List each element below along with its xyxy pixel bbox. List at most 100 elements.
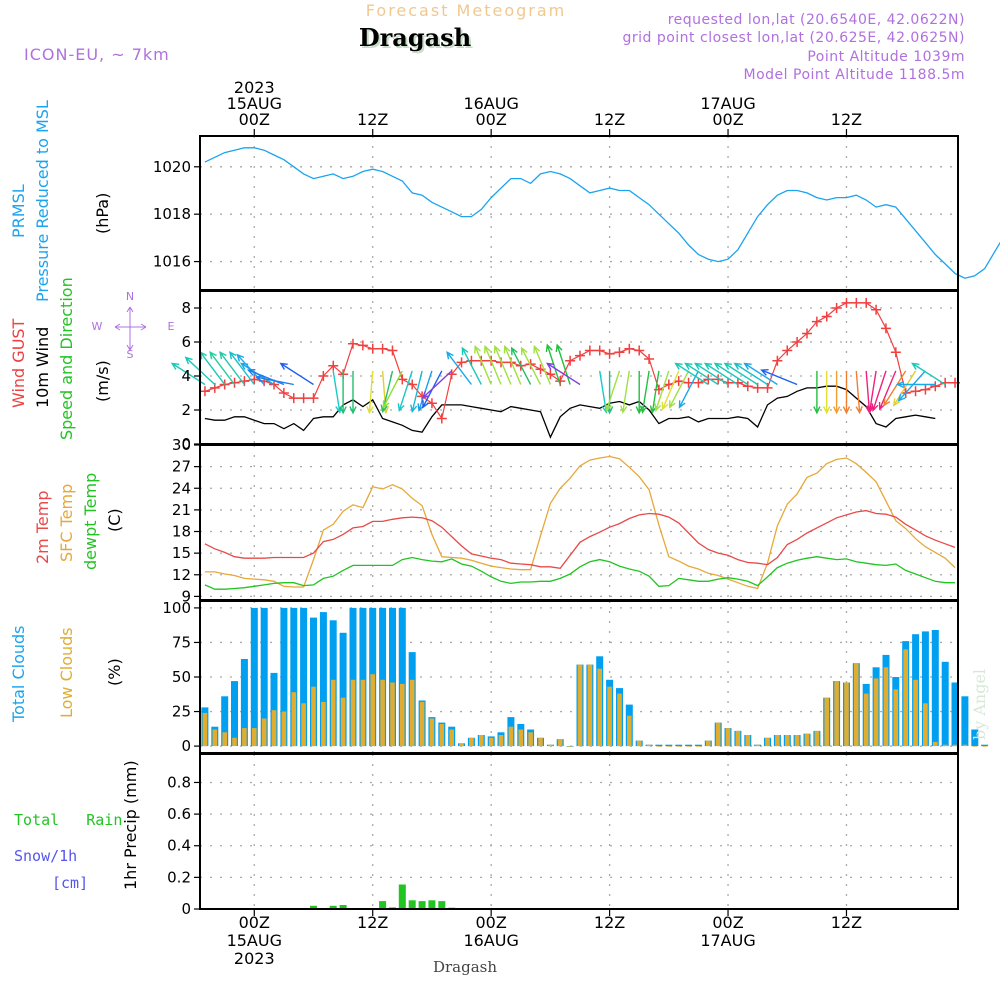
bottom-xtick-label: 17AUG [700, 931, 755, 950]
low-cloud-bar [686, 746, 691, 747]
pressure-ytick-label: 1018 [153, 205, 191, 223]
temperature-ytick-label: 15 [172, 544, 191, 562]
wind-direction-arrow [484, 344, 502, 385]
wind-direction-arrow [604, 370, 621, 412]
wind-direction-arrow [520, 346, 542, 385]
low-cloud-bar [627, 715, 632, 747]
low-cloud-bar [488, 737, 494, 747]
clouds-ytick-label: 100 [162, 599, 191, 617]
wind-gust-marker [792, 337, 803, 347]
low-cloud-bar [311, 686, 316, 747]
wind-gust-marker [663, 379, 674, 390]
total-cloud-bar [270, 672, 278, 747]
low-cloud-bar [459, 743, 464, 747]
meteogram-subtitle: Forecast Meteogram [366, 1, 566, 20]
wind-gust-marker [318, 371, 329, 381]
total-cloud-bar [961, 696, 969, 746]
low-cloud-bar [715, 722, 721, 747]
axis-layer: 1016101810200246891215182124273002550751… [153, 78, 862, 968]
temp-labels: 2m Temp SFC Temp dewpt Temp (C) [33, 473, 124, 570]
wind-direction-arrow [397, 370, 413, 412]
clouds-ytick-label: 25 [172, 703, 191, 721]
wind-gust-marker [713, 374, 724, 385]
low-cloud-bar [449, 729, 454, 747]
wind-direction-arrow [620, 370, 630, 414]
wind-gust-marker [930, 381, 941, 392]
low-cloud-bar [271, 710, 277, 747]
top-xtick-label: 12Z [831, 110, 862, 129]
bottom-xtick-label: 12Z [357, 913, 388, 932]
wind-gust-marker [377, 343, 388, 354]
low-cloud-bar [479, 735, 484, 747]
wind-direction-arrow [693, 362, 729, 386]
wind-gust-marker [920, 384, 931, 395]
low-cloud-bar [755, 744, 760, 747]
total-cloud-bar [655, 744, 663, 747]
wind-gust-marker [703, 374, 714, 385]
low-cloud-bar [982, 746, 987, 747]
compass-s: S [127, 348, 134, 361]
wind-direction-arrow [661, 370, 680, 411]
point-altitude: Point Altitude 1039m [807, 49, 965, 65]
rain-bar [428, 900, 436, 909]
rain-bar [310, 905, 317, 909]
bottom-xtick-label: 00Z [475, 913, 506, 932]
rain-bar [329, 905, 337, 909]
low-cloud-bar [291, 692, 297, 747]
low-cloud-bar [942, 744, 948, 747]
wind-gust-marker [565, 355, 576, 366]
temp-dewpt-label: dewpt Temp [81, 473, 100, 570]
wind-direction-arrow [713, 362, 749, 386]
wind-gust-marker [574, 350, 585, 361]
wind-gust-label: Wind GUST [9, 318, 28, 408]
clouds-unit: (%) [105, 658, 124, 686]
total-cloud-bar [941, 661, 949, 747]
low-cloud-bar [923, 703, 928, 747]
wind-gust-marker [604, 348, 615, 359]
low-cloud-bar [893, 689, 899, 747]
top-xtick-label: 00Z [239, 110, 270, 129]
wind-gust-marker [278, 388, 289, 398]
low-cloud-bar [913, 679, 918, 747]
compass-w: W [92, 320, 103, 333]
total-cloud-bar [231, 681, 238, 746]
wind-direction-arrow [842, 370, 851, 415]
wind-direction-arrow [279, 362, 314, 386]
cloud-labels: Total Clouds Low Clouds (%) [9, 626, 124, 724]
bottom-xtick-label: 12Z [594, 913, 625, 932]
low-cloud-bar [508, 726, 514, 746]
wind-direction-arrow [684, 362, 719, 386]
low-cloud-bar [696, 746, 701, 747]
bottom-xtick-label: 15AUG [227, 931, 282, 950]
wind-direction-arrow [832, 370, 841, 415]
wind-gust-marker [308, 393, 319, 404]
precip-labels: Total Rain Snow/1h [cm] 1hr Precip (mm) [14, 760, 140, 892]
wind-gust-marker [229, 377, 240, 388]
wind-gust-marker [545, 369, 556, 380]
low-cloud-bar [735, 730, 741, 747]
bottom-xtick-label: 00Z [239, 913, 270, 932]
wind-direction-arrow [545, 362, 581, 386]
precip-ytick-label: 0.8 [167, 773, 191, 791]
wind-unit: (m/s) [93, 360, 112, 402]
low-cloud-bar [972, 746, 978, 747]
low-cloud-bar [814, 730, 820, 747]
wind-direction-arrow [668, 370, 690, 409]
station-title: Dragash [359, 23, 471, 52]
wind-gust-marker [831, 303, 842, 313]
wind-direction-arrow [503, 344, 522, 385]
low-cloud-bar [636, 740, 642, 747]
wind-speed-dir-label: Speed and Direction [57, 277, 76, 440]
top-xtick-label: 12Z [357, 110, 388, 129]
low-cloud-bar [538, 737, 543, 747]
wind-gust-marker [673, 376, 684, 387]
wind-gust-marker [367, 343, 378, 354]
total-cloud-bar [694, 744, 702, 747]
low-cloud-bar [498, 735, 504, 747]
low-cloud-bar [725, 728, 731, 747]
wind-gust-marker [851, 297, 862, 308]
total-cloud-bar [921, 631, 929, 747]
precip-ytick-label: 0.6 [167, 805, 191, 823]
total-cloud-bar [300, 607, 308, 747]
